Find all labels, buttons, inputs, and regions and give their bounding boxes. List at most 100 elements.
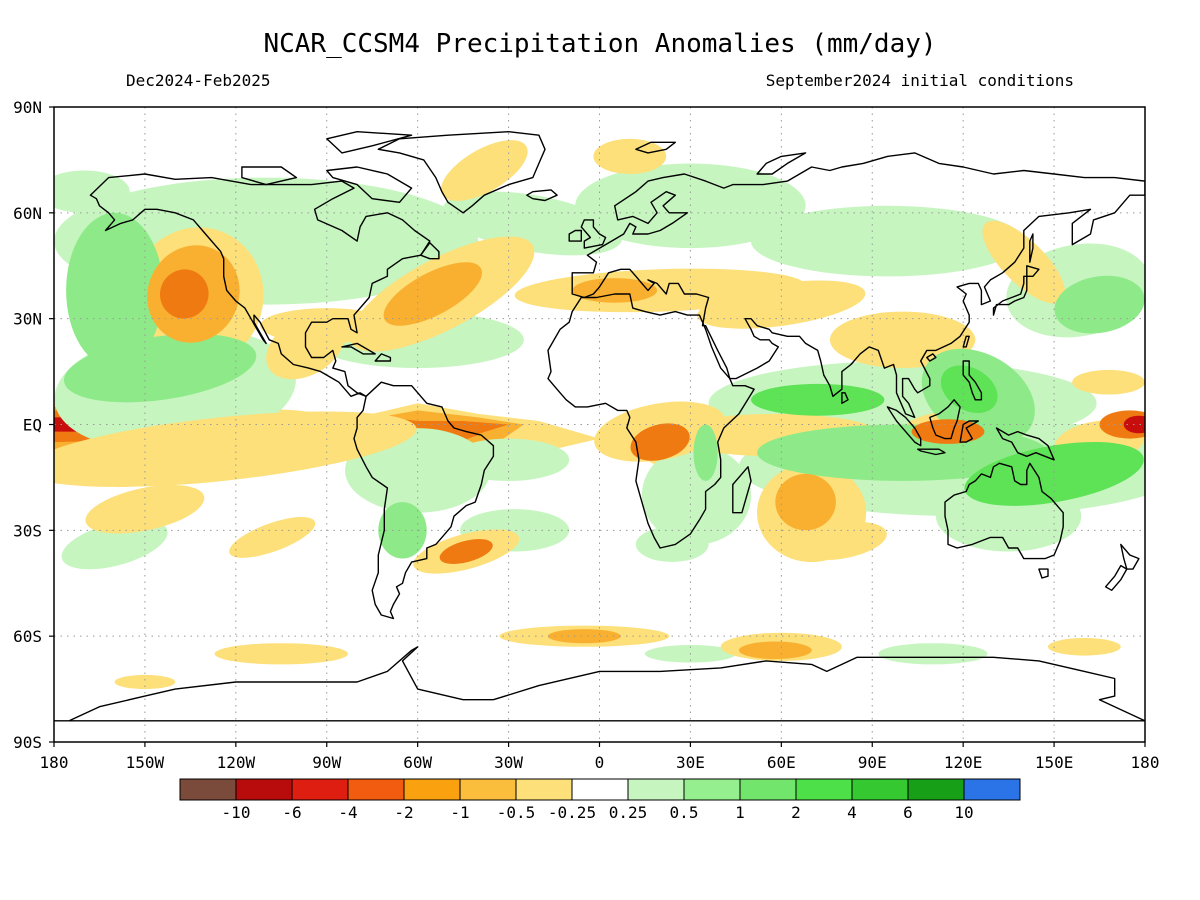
colorbar: -10 -6 -4 -2 -1 -0.5 -0.25 0.25 0.5 1 2 4 6 10 (179, 778, 1021, 822)
coastline-ellesmere (326, 130, 413, 154)
coastline-borneo (929, 399, 961, 440)
coastline-sulawesi (959, 420, 979, 443)
colorbar-swatch (347, 778, 405, 801)
anomaly-contour (1048, 638, 1121, 656)
coastline-sri-lanka (841, 392, 849, 404)
colorbar-swatch (963, 778, 1021, 801)
colorbar-swatch (179, 778, 237, 801)
anomaly-contour (593, 138, 667, 174)
lat-tick-label: 30S (13, 521, 42, 540)
latitude-axis: 90N 60N 30N EQ 30S 60S 90S (13, 98, 54, 752)
colorbar-swatch (291, 778, 349, 801)
colorbar-label: 4 (847, 803, 857, 822)
coastline-south-america (353, 381, 495, 620)
anomaly-contour (641, 445, 752, 545)
lon-tick-label: 120E (944, 753, 983, 772)
coastline-novaya-zemlya (756, 152, 807, 175)
colorbar-label: -0.5 (497, 803, 536, 822)
colorbar-label: 1 (735, 803, 745, 822)
anomaly-contour (775, 473, 836, 531)
anomaly-contour (751, 205, 1024, 277)
lon-tick-label: 60E (767, 753, 796, 772)
anomaly-contour (1072, 369, 1145, 395)
colorbar-label: -6 (282, 803, 301, 822)
colorbar-swatch (795, 778, 853, 801)
initial-conditions-label: September2024 initial conditions (766, 71, 1074, 90)
colorbar-label: -2 (394, 803, 413, 822)
coastline-north-america (89, 173, 431, 397)
anomaly-contour (982, 220, 1066, 304)
coastline-ireland (568, 229, 582, 242)
lon-tick-label: 150E (1035, 753, 1074, 772)
coastline-japan (992, 265, 1040, 316)
colorbar-swatch (739, 778, 797, 801)
coastline-victoria (241, 166, 298, 186)
longitude-axis: 180 150W 120W 90W 60W 30W 0 30E 60E 90E 120E 150E 18… (40, 742, 1160, 772)
anomaly-contour (114, 674, 176, 690)
coastline-new-zealand (1104, 543, 1140, 591)
lon-tick-label: 180 (1131, 753, 1160, 772)
lon-tick-label: 180 (40, 753, 69, 772)
anomaly-contour (229, 516, 316, 558)
coastline-taiwan (962, 335, 970, 348)
colorbar-swatch (459, 778, 517, 801)
lon-tick-label: 30W (494, 753, 523, 772)
coastline-british-isles (580, 219, 607, 249)
lon-tick-label: 60W (403, 753, 432, 772)
anomaly-contour (1054, 275, 1145, 334)
anomaly-contour (214, 643, 348, 665)
colorbar-swatch (627, 778, 685, 801)
coastline-baffin (326, 166, 413, 204)
lon-tick-label: 90E (858, 753, 887, 772)
colorbar-label: 6 (903, 803, 913, 822)
coastline-australia (944, 462, 1064, 560)
anomaly-contour (964, 441, 1144, 506)
lon-tick-label: 90W (312, 753, 341, 772)
colorbar-swatch (515, 778, 573, 801)
coastline-sakhalin (1029, 233, 1034, 263)
colorbar-label: -4 (338, 803, 357, 822)
colorbar-label: 2 (791, 803, 801, 822)
lon-tick-label: 150W (126, 753, 165, 772)
coastline-hispaniola (374, 353, 392, 362)
anomaly-contour (378, 502, 427, 559)
anomaly-contour (693, 424, 718, 481)
colorbar-label: -10 (222, 803, 251, 822)
colorbar-label: -1 (450, 803, 469, 822)
anomaly-contour (1123, 415, 1145, 434)
coastline-greenland (377, 130, 546, 214)
coastline-svalbard (635, 141, 676, 154)
anomaly-contour (66, 212, 164, 368)
lon-tick-label: 120W (217, 753, 256, 772)
anomaly-contour (630, 423, 690, 461)
lat-tick-label: 30N (13, 310, 42, 329)
anomaly-contour (85, 484, 205, 534)
anomaly-contour (697, 280, 866, 329)
coastline-philippines (962, 360, 983, 401)
anomaly-contour (383, 262, 483, 326)
anomaly-contour (738, 641, 812, 660)
anomaly-contour (448, 438, 570, 481)
anomaly-contour (635, 526, 709, 563)
anomaly-contour (61, 519, 168, 570)
colorbar-swatch (403, 778, 461, 801)
anomaly-contour (160, 269, 209, 319)
colorbar-swatch (235, 778, 293, 801)
colorbar-swatch (907, 778, 965, 801)
colorbar-swatch (851, 778, 909, 801)
anomaly-contour (572, 278, 658, 303)
lon-tick-label: 0 (595, 753, 605, 772)
coastlines (54, 130, 1145, 722)
coastline-java (917, 448, 946, 456)
anomaly-contour (260, 308, 394, 344)
anomaly-contour (54, 411, 417, 487)
coastline-new-guinea (995, 427, 1055, 461)
colorbar-label: 10 (954, 803, 973, 822)
coastline-tasmania (1038, 568, 1049, 579)
forecast-period: Dec2024-Feb2025 (126, 71, 271, 90)
anomaly-contour (440, 140, 528, 201)
coastline-cuba (341, 342, 376, 355)
colorbar-label: 0.25 (609, 803, 648, 822)
coastline-newfoundland (420, 242, 440, 260)
lon-tick-label: 30E (676, 753, 705, 772)
